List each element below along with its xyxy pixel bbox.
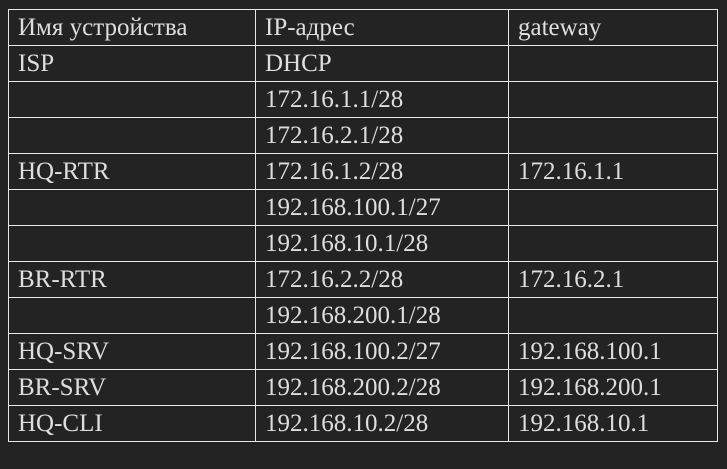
table-row: BR-SRV 192.168.200.2/28 192.168.200.1 — [8, 369, 718, 406]
table-cell-device — [8, 81, 256, 118]
table-cell-ip: 172.16.1.2/28 — [255, 153, 509, 190]
addressing-table-container: Имя устройства IP-адрес gateway ISP DHCP 1… — [8, 9, 718, 442]
table-row: ISP DHCP — [8, 45, 718, 82]
table-row: 192.168.100.1/27 — [8, 189, 718, 226]
column-header-ip: IP-адрес — [255, 9, 509, 46]
table-cell-device: HQ-SRV — [8, 333, 256, 370]
table-cell-device: BR-RTR — [8, 261, 256, 298]
table-cell-gateway: 172.16.1.1 — [508, 153, 718, 190]
table-cell-gateway — [508, 225, 718, 262]
table-cell-ip: DHCP — [255, 45, 509, 82]
column-header-device: Имя устройства — [8, 9, 256, 46]
table-cell-gateway: 172.16.2.1 — [508, 261, 718, 298]
table-cell-ip: 172.16.2.1/28 — [255, 117, 509, 154]
table-cell-device: HQ-RTR — [8, 153, 256, 190]
table-cell-ip: 172.16.2.2/28 — [255, 261, 509, 298]
table-cell-device — [8, 225, 256, 262]
table-row: 172.16.2.1/28 — [8, 117, 718, 154]
table-cell-ip: 192.168.200.1/28 — [255, 297, 509, 334]
table-row: HQ-CLI 192.168.10.2/28 192.168.10.1 — [8, 405, 718, 442]
table-body: ISP DHCP 172.16.1.1/28 172.16.2.1/28 HQ-RTR 1… — [8, 45, 718, 442]
table-cell-gateway — [508, 189, 718, 226]
table-cell-gateway: 192.168.200.1 — [508, 369, 718, 406]
table-cell-device — [8, 189, 256, 226]
table-cell-ip: 192.168.10.2/28 — [255, 405, 509, 442]
table-header: Имя устройства IP-адрес gateway — [8, 9, 718, 46]
table-header-row: Имя устройства IP-адрес gateway — [8, 9, 718, 46]
table-cell-ip: 172.16.1.1/28 — [255, 81, 509, 118]
table-cell-device: HQ-CLI — [8, 405, 256, 442]
table-cell-ip: 192.168.10.1/28 — [255, 225, 509, 262]
table-cell-device — [8, 117, 256, 154]
table-cell-gateway — [508, 81, 718, 118]
table-row: HQ-SRV 192.168.100.2/27 192.168.100.1 — [8, 333, 718, 370]
column-header-gateway: gateway — [508, 9, 718, 46]
table-cell-gateway: 192.168.100.1 — [508, 333, 718, 370]
table-row: 192.168.200.1/28 — [8, 297, 718, 334]
table-cell-ip: 192.168.100.1/27 — [255, 189, 509, 226]
clipped-text-above-table — [0, 0, 727, 3]
table-cell-device: BR-SRV — [8, 369, 256, 406]
table-cell-device: ISP — [8, 45, 256, 82]
table-cell-gateway — [508, 45, 718, 82]
table-row: BR-RTR 172.16.2.2/28 172.16.2.1 — [8, 261, 718, 298]
table-row: HQ-RTR 172.16.1.2/28 172.16.1.1 — [8, 153, 718, 190]
table-cell-ip: 192.168.100.2/27 — [255, 333, 509, 370]
table-row: 172.16.1.1/28 — [8, 81, 718, 118]
table-row: 192.168.10.1/28 — [8, 225, 718, 262]
table-cell-device — [8, 297, 256, 334]
table-cell-gateway — [508, 297, 718, 334]
table-cell-gateway: 192.168.10.1 — [508, 405, 718, 442]
table-cell-ip: 192.168.200.2/28 — [255, 369, 509, 406]
table-cell-gateway — [508, 117, 718, 154]
addressing-table: Имя устройства IP-адрес gateway ISP DHCP 1… — [8, 9, 718, 442]
